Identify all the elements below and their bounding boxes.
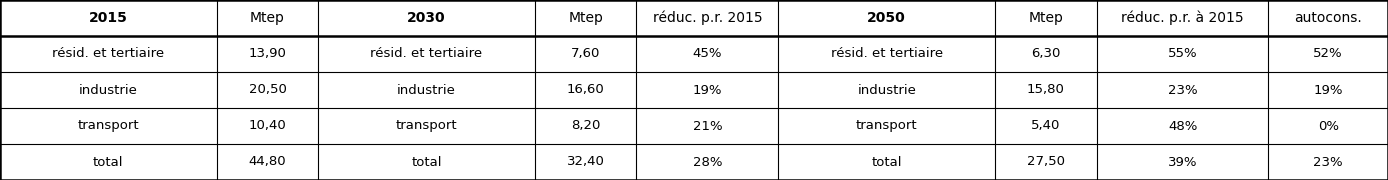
Text: transport: transport (396, 120, 458, 132)
Text: résid. et tertiaire: résid. et tertiaire (371, 48, 483, 60)
Text: 2015: 2015 (89, 11, 128, 25)
Text: réduc. p.r. 2015: réduc. p.r. 2015 (652, 11, 762, 25)
Text: 44,80: 44,80 (248, 156, 286, 168)
Text: transport: transport (856, 120, 917, 132)
Text: réduc. p.r. à 2015: réduc. p.r. à 2015 (1122, 11, 1244, 25)
Text: 45%: 45% (693, 48, 722, 60)
Text: industrie: industrie (79, 84, 137, 96)
Text: autocons.: autocons. (1295, 11, 1362, 25)
Text: 20,50: 20,50 (248, 84, 286, 96)
Text: 27,50: 27,50 (1027, 156, 1065, 168)
Text: total: total (93, 156, 124, 168)
Text: transport: transport (78, 120, 139, 132)
Text: 48%: 48% (1167, 120, 1198, 132)
Text: Mtep: Mtep (568, 11, 604, 25)
Text: 19%: 19% (693, 84, 722, 96)
Text: 5,40: 5,40 (1031, 120, 1060, 132)
Text: 7,60: 7,60 (570, 48, 601, 60)
Text: 10,40: 10,40 (248, 120, 286, 132)
Text: 0%: 0% (1317, 120, 1339, 132)
Text: résid. et tertiaire: résid. et tertiaire (53, 48, 164, 60)
Text: industrie: industrie (858, 84, 916, 96)
Text: Mtep: Mtep (1029, 11, 1063, 25)
Text: 32,40: 32,40 (566, 156, 605, 168)
Text: 2050: 2050 (868, 11, 906, 25)
Text: 2030: 2030 (407, 11, 446, 25)
Text: industrie: industrie (397, 84, 457, 96)
Text: 39%: 39% (1167, 156, 1198, 168)
Text: 28%: 28% (693, 156, 722, 168)
Text: 21%: 21% (693, 120, 722, 132)
Text: 8,20: 8,20 (570, 120, 601, 132)
Text: 13,90: 13,90 (248, 48, 286, 60)
Text: 55%: 55% (1167, 48, 1198, 60)
Text: 52%: 52% (1313, 48, 1344, 60)
Text: 19%: 19% (1313, 84, 1344, 96)
Text: 16,60: 16,60 (566, 84, 605, 96)
Text: total: total (411, 156, 441, 168)
Text: résid. et tertiaire: résid. et tertiaire (830, 48, 942, 60)
Text: Mtep: Mtep (250, 11, 285, 25)
Text: 23%: 23% (1313, 156, 1344, 168)
Text: 6,30: 6,30 (1031, 48, 1060, 60)
Text: total: total (872, 156, 902, 168)
Text: 15,80: 15,80 (1027, 84, 1065, 96)
Text: 23%: 23% (1167, 84, 1198, 96)
